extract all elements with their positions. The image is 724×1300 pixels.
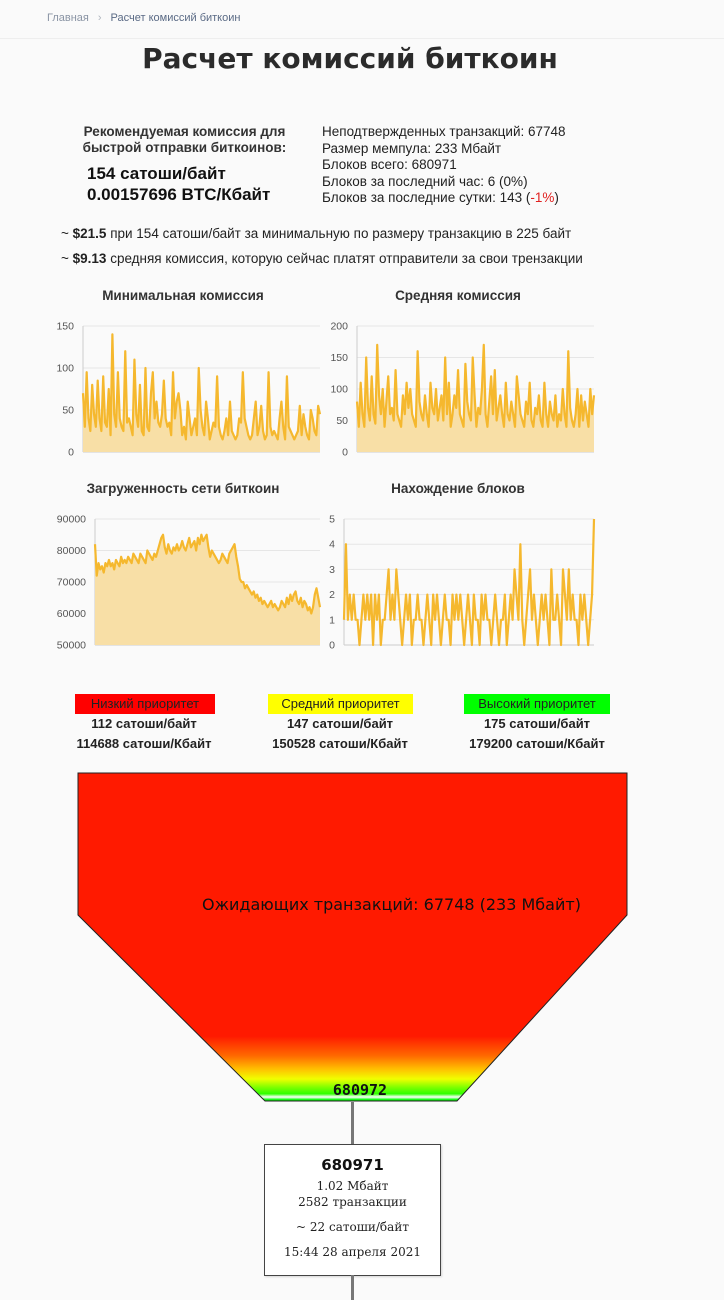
last-block-card[interactable]: 680971 1.02 Мбайт 2582 транзакции ~ 22 с…: [264, 1144, 441, 1276]
series-line: [342, 518, 596, 647]
recommended-fee-label: Рекомендуемая комиссия для быстрой отпра…: [82, 124, 287, 155]
stat-blocks-hour: Блоков за последний час: 6 (0%): [322, 173, 528, 189]
priority-low-sat-byte: 112 сатоши/байт: [91, 716, 197, 731]
top-bar: [0, 0, 724, 39]
stat-blocks-day: Блоков за последние сутки: 143 (-1%): [322, 190, 559, 205]
priority-medium-label: Средний приоритет: [268, 694, 413, 714]
change-negative: -1%: [530, 190, 555, 205]
series-line: [355, 343, 596, 428]
block-tx-count: 2582 транзакции: [298, 1195, 407, 1209]
y-tick-label: 5: [329, 514, 335, 526]
pending-transactions-text: Ожидающих транзакций: 67748 (233 Мбайт): [202, 895, 581, 914]
y-tick-label: 0: [342, 447, 348, 459]
y-tick-label: 0: [329, 640, 335, 652]
y-tick-label: 100: [56, 363, 74, 375]
y-tick-label: 2: [329, 589, 335, 601]
y-tick-label: 50: [62, 405, 74, 417]
chevron-right-icon: ›: [97, 12, 102, 24]
y-tick-label: 70000: [57, 577, 86, 589]
priority-medium-sat-kb: 150528 сатоши/Кбайт: [272, 736, 408, 751]
breadcrumb-current: Расчет комиссий биткоин: [110, 12, 241, 24]
stat-blocks-total: Блоков всего: 680971: [322, 157, 457, 172]
y-tick-label: 3: [329, 564, 335, 576]
y-tick-label: 50: [336, 415, 348, 427]
y-tick-label: 90000: [57, 514, 86, 526]
priority-medium-sat-byte: 147 сатоши/байт: [286, 716, 394, 731]
series-line: [81, 333, 322, 441]
recommended-fee-sat-byte: 154 сатоши/байт: [87, 164, 226, 183]
block-connector: [351, 1275, 354, 1300]
series-line: [93, 533, 322, 615]
block-connector: [351, 1102, 354, 1144]
funnel-shape: [77, 772, 628, 1102]
next-block-number: 680972: [332, 1081, 388, 1099]
block-fee: ~ 22 сатоши/байт: [296, 1220, 409, 1234]
page-title: Расчет комиссий биткоин: [142, 42, 558, 75]
breadcrumb-home-link[interactable]: Главная: [47, 12, 89, 24]
y-tick-label: 150: [56, 321, 74, 333]
priority-high-sat-byte: 175 сатоши/байт: [483, 716, 591, 731]
network-stats: Неподтвержденных транзакций: 67748 Разме…: [322, 124, 566, 207]
chart-title: Средняя комиссия: [395, 288, 521, 303]
chart-title: Минимальная комиссия: [102, 288, 264, 303]
block-height: 680971: [321, 1156, 384, 1174]
series-area: [95, 534, 320, 645]
y-tick-label: 150: [330, 352, 348, 364]
y-tick-label: 100: [330, 384, 348, 396]
chart-title: Нахождение блоков: [391, 481, 525, 496]
y-tick-label: 80000: [57, 545, 86, 557]
stat-unconfirmed: Неподтвержденных транзакций: 67748: [322, 124, 566, 139]
estimate-min-tx: ~ $21.5 при 154 сатоши/байт за минимальн…: [61, 226, 572, 241]
y-tick-label: 1: [329, 614, 335, 626]
y-tick-label: 60000: [57, 608, 86, 620]
y-tick-label: 4: [329, 539, 335, 551]
priority-high-label: Высокий приоритет: [464, 694, 610, 714]
block-time: 15:44 28 апреля 2021: [284, 1245, 421, 1259]
priority-low-sat-kb: 114688 сатоши/Кбайт: [76, 736, 212, 751]
priority-high-sat-kb: 179200 сатоши/Кбайт: [469, 736, 605, 751]
breadcrumb: Главная › Расчет комиссий биткоин: [47, 12, 240, 24]
y-tick-label: 0: [68, 447, 74, 459]
priority-low-label: Низкий приоритет: [75, 694, 215, 714]
chart-title: Загруженность сети биткоин: [86, 481, 280, 496]
y-tick-label: 50000: [57, 640, 86, 652]
y-tick-label: 200: [330, 321, 348, 333]
stat-mempool: Размер мемпула: 233 Мбайт: [322, 140, 502, 156]
block-size: 1.02 Мбайт: [316, 1179, 389, 1193]
estimate-avg-fee: ~ $9.13 средняя комиссия, которую сейчас…: [61, 251, 583, 266]
recommended-fee-btc-kb: 0.00157696 BTC/Кбайт: [87, 185, 271, 204]
